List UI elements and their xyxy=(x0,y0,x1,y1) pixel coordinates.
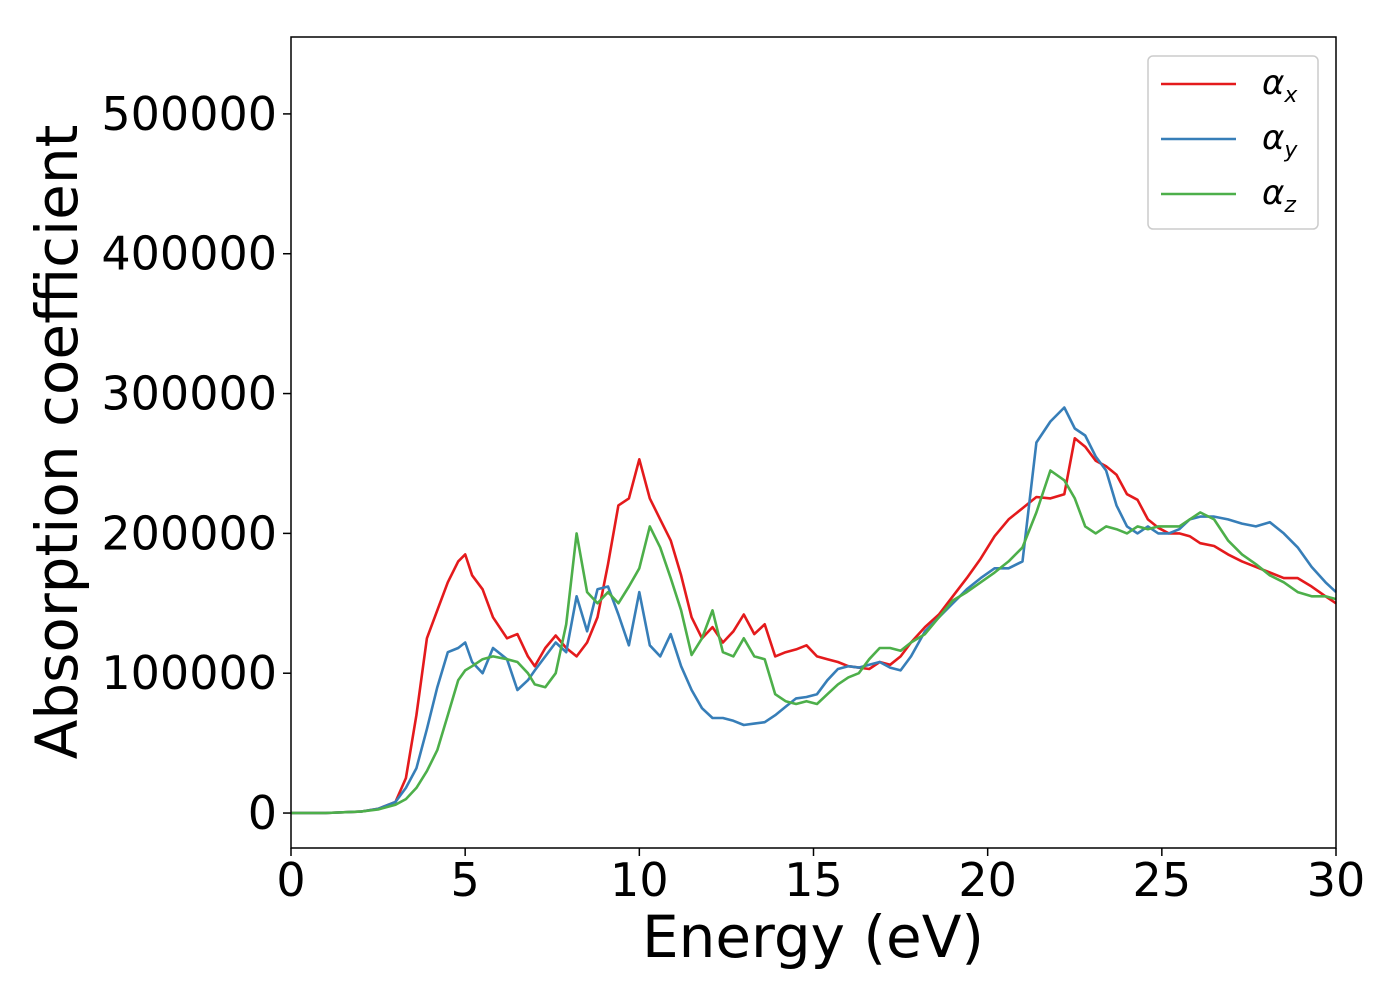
series-line-alpha-y xyxy=(291,406,1337,815)
x-tick-label: 5 xyxy=(451,853,480,907)
legend: αx αy αz xyxy=(1147,55,1319,230)
plot-area xyxy=(291,406,1337,815)
y-tick-label: 0 xyxy=(248,786,277,840)
x-axis-ticks: 0 5 10 15 20 25 30 xyxy=(276,848,1365,907)
y-tick-label: 500000 xyxy=(101,87,277,141)
y-tick-label: 100000 xyxy=(101,646,277,700)
legend-label: αx xyxy=(1262,63,1298,108)
plot-frame xyxy=(290,36,1337,849)
y-axis-label: Absorption coefficient xyxy=(23,125,91,760)
legend-box xyxy=(1147,55,1319,230)
x-tick-label: 10 xyxy=(610,853,669,907)
x-tick-label: 0 xyxy=(276,853,305,907)
x-axis-label: Energy (eV) xyxy=(642,903,984,971)
series-line-alpha-z xyxy=(291,469,1337,815)
y-tick-label: 200000 xyxy=(101,506,277,560)
x-tick-label: 15 xyxy=(784,853,843,907)
series-line-alpha-x xyxy=(291,436,1337,815)
y-axis-ticks: 0 100000 200000 300000 400000 500000 xyxy=(101,87,291,840)
x-tick-label: 25 xyxy=(1133,853,1192,907)
x-tick-label: 30 xyxy=(1307,853,1366,907)
x-tick-label: 20 xyxy=(958,853,1017,907)
y-tick-label: 300000 xyxy=(101,367,277,421)
legend-label: αy xyxy=(1262,118,1298,163)
legend-label: αz xyxy=(1262,173,1296,218)
y-tick-label: 400000 xyxy=(101,227,277,281)
